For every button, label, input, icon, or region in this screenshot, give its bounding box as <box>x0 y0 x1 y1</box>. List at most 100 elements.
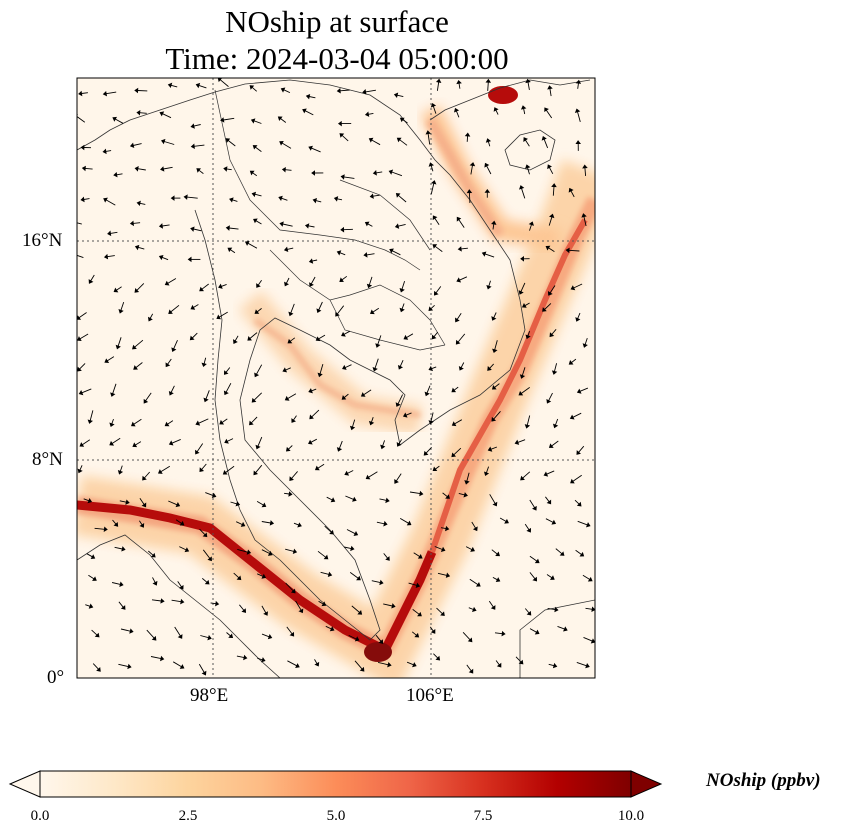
wind-vector-head <box>532 576 538 582</box>
wind-vector <box>290 303 295 314</box>
wind-vector-head <box>129 220 135 227</box>
wind-vector <box>411 631 417 636</box>
wind-vector-head <box>136 200 141 207</box>
wind-vector <box>343 330 351 335</box>
wind-vector <box>120 628 131 632</box>
wind-vector-head <box>121 546 126 552</box>
wind-vector-head <box>244 240 250 246</box>
wind-vector <box>486 165 492 175</box>
wind-vector <box>149 313 154 319</box>
wind-vector-head <box>532 505 537 511</box>
wind-vector-head <box>233 339 238 344</box>
wind-vector <box>291 471 298 479</box>
wind-vector <box>255 464 263 473</box>
wind-vector-head <box>284 281 289 287</box>
wind-vector <box>304 110 314 116</box>
wind-vector <box>78 312 87 319</box>
wind-vector-head <box>321 601 327 607</box>
wind-vector <box>568 249 580 252</box>
wind-vector-head <box>576 501 582 507</box>
wind-vector-head <box>216 314 222 320</box>
wind-vector-head <box>134 87 139 94</box>
wind-vector <box>201 463 207 470</box>
tonkin-track <box>425 117 505 238</box>
wind-vector <box>520 282 526 292</box>
wind-vector-head <box>329 626 335 632</box>
wind-vector <box>413 552 421 557</box>
wind-vector-head <box>190 143 195 150</box>
wind-vector-head <box>475 582 481 587</box>
wind-vector-head <box>113 521 119 527</box>
wind-vector <box>465 546 473 550</box>
wind-vector-head <box>309 414 314 420</box>
wind-vector <box>371 139 381 146</box>
wind-vector-head <box>224 438 229 444</box>
wind-vector-head <box>225 225 230 231</box>
colorbar-tick-label: 10.0 <box>617 808 645 824</box>
colorbar-tick-label: 5.0 <box>326 808 346 824</box>
wind-vector <box>88 574 95 580</box>
wind-vector-head <box>525 334 531 340</box>
wind-vector-head <box>241 608 247 613</box>
wind-vector-head <box>485 78 492 83</box>
wind-vector <box>343 176 355 179</box>
wind-vector-head <box>282 367 288 373</box>
wind-vector <box>230 249 236 254</box>
wind-vector-head <box>520 475 525 481</box>
wind-vector-head <box>451 387 457 393</box>
wind-vector <box>170 385 175 393</box>
wind-vector <box>336 305 345 315</box>
wind-vector <box>219 79 229 87</box>
wind-vector-head <box>463 492 468 498</box>
wind-vector-head <box>195 449 200 455</box>
wind-vector <box>118 601 124 608</box>
wind-vector-head <box>311 170 315 176</box>
wind-vector-head <box>134 288 140 293</box>
wind-vector-head <box>90 554 96 559</box>
wind-vector <box>210 602 216 605</box>
wind-vector <box>484 253 495 258</box>
wind-vector-head <box>158 223 164 229</box>
wind-vector-head <box>518 290 524 295</box>
wind-vector <box>94 527 105 530</box>
sumatra-coast <box>77 534 281 678</box>
wind-vector-head <box>329 529 334 535</box>
wind-vector <box>376 521 385 525</box>
wind-vector <box>77 254 84 259</box>
wind-vector <box>351 419 356 428</box>
wind-vector-head <box>549 575 555 580</box>
wind-vector-head <box>551 519 557 525</box>
wind-vector <box>544 303 552 310</box>
wind-vector-head <box>396 137 402 143</box>
wind-vector-head <box>184 547 190 553</box>
wind-vector-head <box>352 496 357 502</box>
wind-vector <box>111 582 121 585</box>
wind-vector <box>527 330 531 337</box>
wind-vector-head <box>406 520 412 526</box>
wind-vector-head <box>305 93 311 100</box>
wind-vector-head <box>518 390 524 396</box>
wind-vector <box>453 386 459 391</box>
wind-vector-head <box>359 666 365 672</box>
wind-vector-head <box>261 573 267 579</box>
wind-vector-head <box>164 421 170 427</box>
wind-vector-head <box>456 216 462 222</box>
wind-vector <box>160 465 171 473</box>
wind-vector-head <box>547 164 552 170</box>
wind-vector-head <box>227 247 233 253</box>
wind-vector <box>379 498 387 501</box>
wind-vector-head <box>339 133 345 138</box>
wind-vector-head <box>492 348 498 354</box>
wind-vector-head <box>525 164 531 169</box>
wind-vector-head <box>525 78 531 84</box>
wind-vector-head <box>534 558 540 564</box>
wind-vector <box>317 463 325 469</box>
wind-vector <box>79 465 83 471</box>
wind-vector-head <box>520 105 527 110</box>
wind-vector-head <box>142 475 147 481</box>
wind-vectors <box>77 78 595 676</box>
wind-vector <box>254 193 262 197</box>
wind-vector <box>318 600 324 605</box>
wind-vector <box>370 417 374 423</box>
wind-vector-head <box>77 366 82 372</box>
